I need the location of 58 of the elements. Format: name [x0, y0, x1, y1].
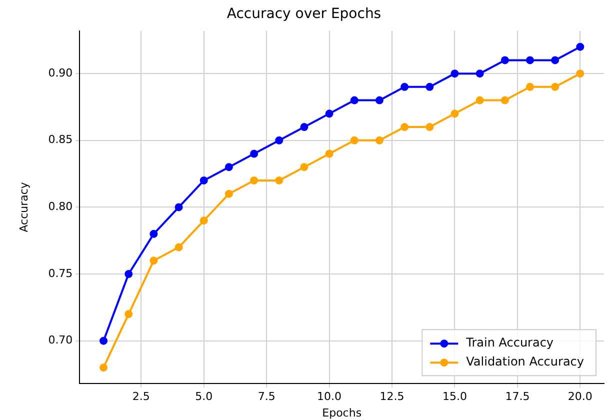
- point: [375, 96, 384, 104]
- point: [250, 150, 258, 158]
- point: [350, 96, 358, 104]
- point: [450, 110, 459, 118]
- x-tick-label: 17.5: [505, 390, 530, 404]
- point: [476, 96, 484, 104]
- point: [325, 110, 334, 118]
- point: [224, 190, 233, 198]
- point: [275, 176, 284, 184]
- x-tick-label: 7.5: [258, 390, 276, 404]
- point: [200, 176, 208, 184]
- point: [350, 136, 358, 144]
- point: [100, 364, 108, 372]
- y-tick-label: 0.90: [48, 66, 73, 80]
- x-tick-label: 15.0: [442, 390, 467, 404]
- chart-title: Accuracy over Epochs: [226, 6, 382, 22]
- point: [500, 96, 509, 104]
- y-tick-label: 0.75: [48, 266, 73, 280]
- x-tick-label: 5.0: [195, 390, 213, 404]
- x-tick-label: 10.0: [317, 390, 342, 404]
- point: [500, 56, 509, 64]
- point: [450, 70, 459, 78]
- point: [576, 42, 584, 51]
- x-tick-label: 20.0: [568, 390, 592, 404]
- point: [400, 123, 409, 132]
- point: [124, 310, 133, 318]
- x-tick-label: 2.5: [132, 390, 150, 404]
- point: [150, 256, 158, 265]
- legend-label: Train Accuracy: [465, 336, 554, 350]
- point: [576, 70, 584, 78]
- point: [300, 123, 308, 132]
- legend-label: Validation Accuracy: [466, 354, 584, 369]
- point: [250, 176, 258, 184]
- y-axis-title: Accuracy: [17, 182, 30, 232]
- x-axis-title: Epochs: [322, 406, 362, 420]
- point: [526, 56, 534, 64]
- point: [224, 163, 233, 172]
- point: [551, 56, 560, 64]
- point: [300, 163, 308, 172]
- point: [275, 136, 284, 144]
- point: [526, 82, 534, 91]
- point: [174, 203, 183, 212]
- y-tick-label: 0.80: [48, 200, 73, 214]
- point: [426, 82, 434, 91]
- x-tick-label: 12.5: [380, 390, 404, 404]
- point: [426, 123, 434, 132]
- y-tick-label: 0.70: [48, 334, 73, 347]
- point: [551, 82, 560, 91]
- point: [174, 243, 183, 252]
- point: [325, 150, 334, 158]
- point: [124, 270, 133, 278]
- point: [150, 230, 158, 238]
- point: [375, 136, 384, 144]
- point: [200, 216, 208, 225]
- point: [100, 336, 108, 345]
- y-tick-label: 0.85: [48, 133, 73, 146]
- point: [476, 70, 484, 78]
- point: [400, 82, 409, 91]
